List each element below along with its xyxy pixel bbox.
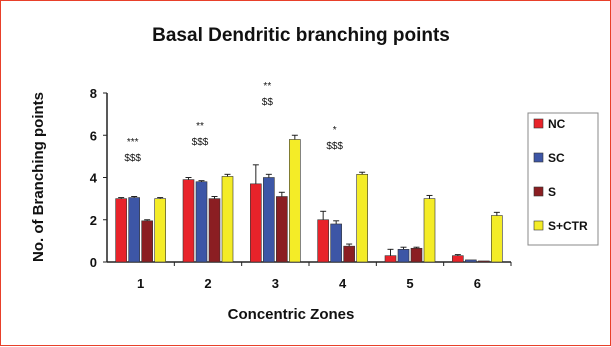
significance-label: ** xyxy=(196,121,204,132)
bar-s xyxy=(410,247,423,263)
bar-nc xyxy=(452,255,464,263)
x-tick-label: 5 xyxy=(406,276,413,291)
bar-nc xyxy=(115,198,127,263)
x-tick-label: 4 xyxy=(339,276,347,291)
x-tick-label: 2 xyxy=(204,276,211,291)
legend-swatch xyxy=(533,118,544,129)
significance-label: $$$ xyxy=(326,141,343,152)
bar-s xyxy=(208,198,221,263)
x-tick-label: 1 xyxy=(137,276,144,291)
x-axis-label: Concentric Zones xyxy=(228,306,355,323)
bar-s-ctr xyxy=(154,198,166,263)
significance-label: ** xyxy=(263,81,271,92)
bar-sc xyxy=(128,197,140,263)
y-tick-label: 8 xyxy=(90,86,97,101)
bar-s-ctr xyxy=(491,215,503,263)
significance-label: *** xyxy=(127,137,139,148)
bar-nc xyxy=(384,255,397,263)
bar-s xyxy=(478,260,490,263)
y-tick-label: 4 xyxy=(90,171,98,186)
bar-s-ctr xyxy=(221,176,234,263)
chart-title: Basal Dendritic branching points xyxy=(152,25,450,46)
x-tick-label: 3 xyxy=(272,276,279,291)
bar-s xyxy=(141,220,153,263)
legend-swatch xyxy=(533,152,544,163)
y-axis-label: No. of Branching points xyxy=(30,92,47,262)
significance-label: $$$ xyxy=(192,137,209,148)
bar-s xyxy=(343,245,355,263)
bar-s-ctr xyxy=(356,174,368,263)
legend-box xyxy=(527,112,599,246)
bar-sc xyxy=(195,181,208,263)
legend-label: S xyxy=(548,185,556,199)
y-tick-label: 6 xyxy=(90,128,97,143)
bar-sc xyxy=(465,259,477,263)
bar-sc xyxy=(263,177,275,263)
bar-nc xyxy=(250,183,262,263)
bar-s xyxy=(276,196,288,263)
bar-s-ctr xyxy=(423,198,436,263)
bar-sc xyxy=(330,223,342,263)
legend-label: S+CTR xyxy=(548,219,588,233)
x-tick-label: 6 xyxy=(474,276,481,291)
significance-label: $$ xyxy=(262,97,274,108)
legend-swatch xyxy=(533,186,544,197)
legend-label: SC xyxy=(548,151,565,165)
bar-nc xyxy=(182,179,195,263)
legend-swatch xyxy=(533,220,544,231)
significance-label: * xyxy=(333,125,337,136)
y-tick-label: 2 xyxy=(90,213,97,228)
y-tick-label: 0 xyxy=(90,255,97,270)
legend-label: NC xyxy=(548,117,566,131)
bar-s-ctr xyxy=(289,139,301,263)
bar-sc xyxy=(397,249,410,263)
bar-nc xyxy=(317,219,329,263)
significance-label: $$$ xyxy=(124,153,141,164)
